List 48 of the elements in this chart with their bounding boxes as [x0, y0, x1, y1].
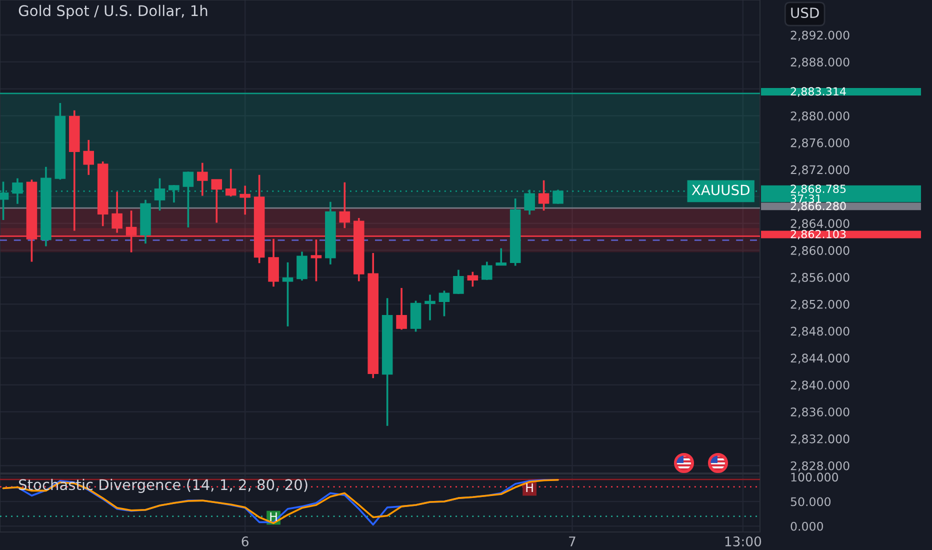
candlestick: [282, 262, 294, 328]
x-tick-label: 6: [242, 536, 248, 546]
candlestick: [211, 178, 222, 224]
data-label: H: [526, 483, 533, 492]
ref-line-label: 2,866.280: [790, 202, 846, 212]
candlestick: [424, 294, 436, 322]
x-tick-label: 13:00: [725, 536, 762, 546]
y-tick-label: 2,888.000: [790, 58, 850, 68]
data-label: H: [270, 512, 277, 522]
y-tick-label: 2,828.000: [790, 461, 850, 472]
y-tick-label: 2,856.000: [790, 272, 850, 284]
candlestick: [339, 181, 350, 229]
candlestick: [240, 184, 250, 216]
y-tick-label: 2,880.000: [790, 111, 850, 122]
ref-line-label: 2,862.103: [790, 230, 846, 240]
y-tick-label: 2,844.000: [790, 354, 850, 364]
y-tick-label: 2,860.000: [790, 246, 850, 256]
y-tick-label: 2,832.000: [790, 434, 850, 445]
candlestick: [453, 268, 464, 295]
candlestick: [496, 247, 507, 266]
y-tick-label: 2,892.000: [790, 30, 850, 41]
text: USD: [791, 8, 819, 18]
candlestick: [538, 179, 550, 212]
y-tick-label: 2,872.000: [790, 165, 850, 176]
y-tick-label: 2,848.000: [790, 326, 850, 337]
candlestick: [112, 190, 122, 234]
candlestick: [225, 168, 236, 198]
candlestick: [396, 287, 407, 331]
candlestick: [467, 270, 478, 288]
candlestick: [83, 139, 94, 176]
candlestick: [438, 290, 450, 318]
annotation: XAUUSD: [692, 184, 750, 196]
y-tick-label: 2,840.000: [790, 380, 850, 391]
candlestick: [482, 260, 492, 281]
y-tick-label: 2,852.000: [790, 300, 850, 310]
candlestick: [296, 250, 308, 282]
ref-line-label: 2,883.314: [790, 87, 846, 97]
chart-title: Gold Spot / U.S. Dollar, 1h: [18, 4, 208, 19]
candlestick: [268, 238, 279, 288]
y-tick-label: 0.000: [790, 522, 824, 531]
y-tick-label: 2,864.000: [790, 219, 850, 230]
candlestick: [310, 238, 322, 282]
candlestick: [197, 162, 208, 197]
y-tick-label: 2,836.000: [790, 407, 850, 418]
x-tick-label: 7: [569, 536, 576, 546]
y-tick-label: 100.000: [791, 472, 838, 482]
y-tick-label: 2,876.000: [790, 138, 850, 148]
y-tick-label: 50.000: [790, 497, 831, 506]
